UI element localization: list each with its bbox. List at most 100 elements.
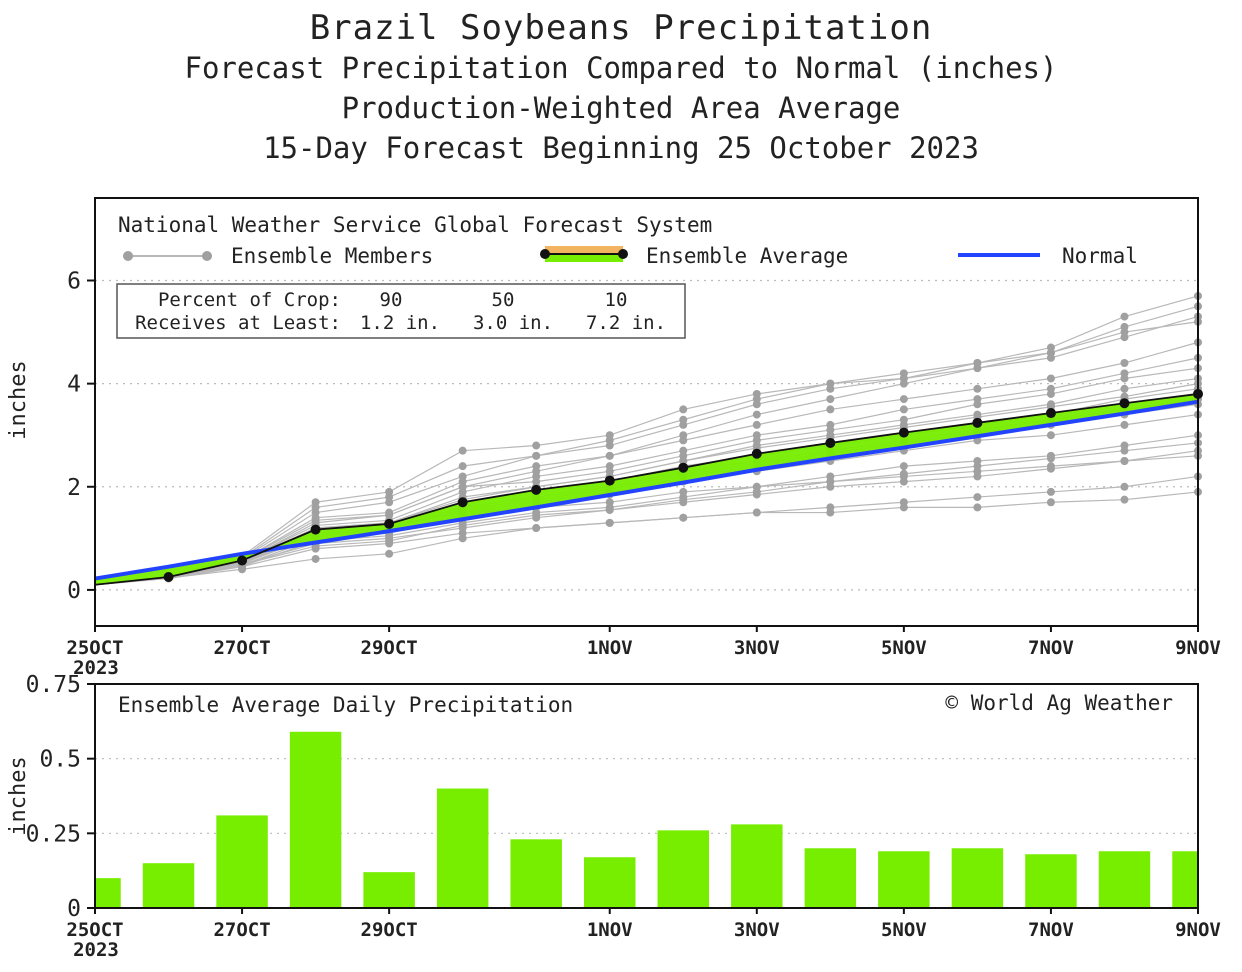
bottom-y-axis-label: inches [6, 756, 31, 835]
crop-row2-value: 3.0 in. [473, 312, 553, 334]
crop-row1-value: 50 [492, 289, 515, 311]
crop-row2-value: 7.2 in. [586, 312, 666, 334]
ensemble-member-point [1046, 498, 1055, 507]
ensemble-average-point [237, 555, 248, 566]
daily-precip-bar [510, 839, 562, 908]
ensemble-member-point [752, 490, 761, 499]
ensemble-member-line [94, 455, 1199, 586]
ensemble-member-point [385, 493, 394, 502]
ensemble-member-point [458, 521, 467, 530]
ensemble-member-point [605, 441, 614, 450]
ensemble-member-point [385, 549, 394, 558]
daily-precip-panel: 0 0.25 0.5 0.75 25OCT 27OCT 29OCT 1NOV 3NOV 5NOV… [6, 672, 1221, 961]
accumulated-precip-panel: 0 2 4 6 25OCT 27OCT 29OCT 1NOV 3NOV 5NOV 7NOV 9NOV… [6, 197, 1221, 679]
ensemble-member-point [458, 534, 467, 543]
ensemble-member-point [899, 415, 908, 424]
daily-precip-bar [878, 851, 930, 908]
copyright-credit: © World Ag Weather [945, 691, 1173, 715]
x-tick-label: 3NOV [734, 637, 780, 659]
ensemble-member-point [752, 508, 761, 517]
ensemble-member-point [973, 400, 982, 409]
ensemble-member-point [973, 503, 982, 512]
y-tick-label: 0.75 [26, 672, 81, 698]
ensemble-member-point [1046, 389, 1055, 398]
bottom-gridlines [95, 758, 1198, 834]
ensemble-member-point [311, 516, 320, 525]
legend-members-dot [202, 251, 212, 261]
ensemble-member-point [385, 536, 394, 545]
chart-titles: Brazil Soybeans Precipitation Forecast P… [0, 8, 1242, 168]
ensemble-member-line [94, 475, 1199, 586]
ensemble-average-point [751, 448, 762, 459]
ensemble-member-point [973, 384, 982, 393]
x-tick-label: 29OCT [361, 919, 418, 941]
y-tick-label: 0 [67, 578, 81, 604]
ensemble-member-line [94, 403, 1199, 586]
ensemble-member-point [973, 472, 982, 481]
crop-row1-value: 10 [605, 289, 628, 311]
y-tick-label: 2 [67, 475, 81, 501]
ensemble-member-line [94, 316, 1199, 586]
ensemble-member-point [605, 518, 614, 527]
ensemble-member-point [973, 493, 982, 502]
x-tick-label: 7NOV [1028, 637, 1074, 659]
x-tick-label: 3NOV [734, 919, 780, 941]
ensemble-member-point [1120, 495, 1129, 504]
normal-line-group [94, 399, 1199, 581]
ensemble-member-point [826, 482, 835, 491]
ensemble-average-point [604, 475, 615, 486]
y-tick-label: 4 [67, 372, 81, 398]
daily-precip-bar [142, 863, 195, 908]
ensemble-member-point [826, 426, 835, 435]
bottom-y-ticks: 0 0.25 0.5 0.75 [26, 672, 95, 922]
daily-precip-bars [95, 731, 1198, 908]
chart-subtitle-1: Forecast Precipitation Compared to Norma… [184, 51, 1058, 85]
ensemble-member-point [1120, 328, 1129, 337]
x-tick-label: 5NOV [881, 919, 927, 941]
ensemble-member-point [1120, 384, 1129, 393]
ensemble-average-point [898, 427, 909, 438]
daily-precip-bar [95, 878, 121, 908]
legend-average-fill [545, 254, 623, 262]
ensemble-member-point [899, 462, 908, 471]
legend-average-band [545, 246, 623, 254]
daily-precip-bar [804, 848, 857, 908]
ensemble-average-group [94, 388, 1203, 586]
x-tick-label: 29OCT [361, 637, 418, 659]
ensemble-member-line [94, 305, 1199, 586]
source-label: National Weather Service Global Forecast… [118, 213, 712, 237]
ensemble-member-point [1046, 451, 1055, 460]
ensemble-member-point [1120, 359, 1129, 368]
ensemble-member-point [899, 395, 908, 404]
legend-normal-label: Normal [1062, 244, 1138, 268]
x-tick-label: 9NOV [1175, 637, 1221, 659]
ensemble-member-point [826, 405, 835, 414]
ensemble-member-point [973, 359, 982, 368]
bottom-panel-title: Ensemble Average Daily Precipitation [118, 693, 573, 717]
ensemble-member-point [1120, 392, 1129, 401]
x-tick-label: 27OCT [213, 637, 270, 659]
ensemble-member-point [532, 511, 541, 520]
x-tick-label: 1NOV [587, 637, 633, 659]
ensemble-member-line [94, 442, 1199, 586]
y-tick-label: 0.5 [39, 747, 81, 773]
ensemble-member-point [679, 498, 688, 507]
ensemble-average-point [531, 484, 542, 495]
ensemble-member-point [752, 389, 761, 398]
ensemble-member-line [94, 357, 1199, 586]
y-tick-label: 0.25 [26, 821, 81, 847]
ensemble-member-point [458, 446, 467, 455]
ensemble-member-point [1120, 456, 1129, 465]
x-tick-label: 5NOV [881, 637, 927, 659]
crop-row1-value: 90 [380, 289, 403, 311]
crop-row1-label: Percent of Crop: [158, 289, 341, 311]
top-y-ticks: 0 2 4 6 [67, 269, 95, 604]
ensemble-member-point [1046, 464, 1055, 473]
ensemble-member-point [899, 405, 908, 414]
ensemble-member-point [1046, 487, 1055, 496]
ensemble-average-line [94, 393, 1199, 586]
ensemble-member-point [532, 524, 541, 533]
ensemble-member-point [1120, 441, 1129, 450]
top-x-year-label: 2023 [73, 657, 119, 679]
ensemble-member-line [94, 321, 1199, 586]
